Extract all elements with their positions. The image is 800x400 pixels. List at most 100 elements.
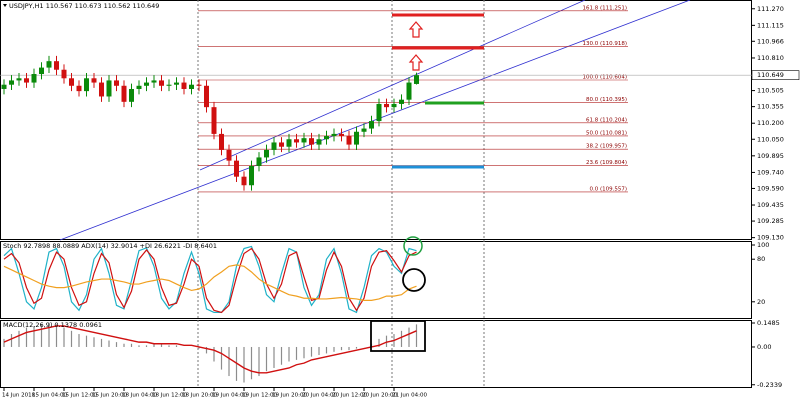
candle-body [196,84,202,86]
fib-label: 80.0 (110.395) [586,97,627,103]
candle-body [354,131,359,145]
candle-body [204,85,209,108]
candle-body [61,69,67,79]
y-tick-label: 0.1485 [757,319,780,327]
x-tick-label: 19 Jun 04:00 [212,393,247,399]
candle-body [399,99,404,104]
x-tick-label: 18 Jun 20:00 [182,393,217,399]
y-tick-label: 109.285 [757,217,784,225]
y-tick-label: 109.740 [757,168,784,176]
candle-body [106,80,112,97]
candle-body [324,136,329,140]
candle-body [406,82,412,100]
candle-body [331,133,337,137]
macd-panel [0,320,752,388]
x-tick-label: 20 Jun 12:00 [332,393,367,399]
candle-body [76,85,82,92]
candle-body [391,103,397,108]
candle-body [144,82,149,86]
candle-body [309,138,314,145]
x-tick-label: 19 Jun 20:00 [272,393,307,399]
candle-body [226,149,232,161]
highlight-box [370,320,426,352]
candle-body [9,80,14,85]
fib-label: 100.0 (110.604) [582,75,627,81]
y-tick-label: 111.115 [757,21,784,29]
candle-body [361,128,367,132]
x-tick-label: 19 Jun 12:00 [242,393,277,399]
y-tick-label: 0.00 [757,343,771,351]
candle-body [264,149,269,158]
candle-body [166,84,172,86]
candle-body [234,160,239,177]
price-box [751,70,800,80]
fib-label: 0.0 (109.557) [589,186,627,192]
candle-body [136,85,142,89]
y-tick-label: 109.590 [757,184,784,192]
candle-body [24,78,29,83]
menu-icon [3,4,7,7]
signal-line [3,325,417,374]
y-tick-label: 109.130 [757,234,784,242]
candle-body [294,139,299,143]
candle-body [271,142,277,150]
indicator-title: Stoch 92.7898 88.0889 ADX(14) 32.9014 +D… [3,242,217,250]
candle-body [286,139,292,147]
indicator-title: MACD(12,26,9) 0.1378 0.0961 [3,321,102,329]
candle-body [181,82,187,89]
channel-line [199,0,586,171]
candle-body [46,61,52,68]
candle-body [339,133,344,137]
candle-body [174,82,179,85]
candle-body [129,88,134,102]
candle-body [99,82,104,97]
candle-body [301,138,307,143]
highlight-circle [402,268,426,292]
candle-body [31,74,37,83]
candle-body [369,121,374,129]
channel-line [59,0,691,241]
x-tick-label: 20 Jun 20:00 [362,393,397,399]
candle-body [279,142,284,147]
price-label: 110.649 [757,71,784,79]
candle-body [121,85,127,102]
candle-body [151,80,157,83]
separators [197,0,485,388]
highlight-circle [403,236,423,256]
candle-body [39,67,44,75]
chart-title: USDJPY,H1 110.567 110.673 110.562 110.64… [9,2,159,10]
candle-body [219,133,224,150]
candle-body [316,139,322,145]
candle-body [376,103,382,122]
y-tick-label: 110.505 [757,87,784,95]
y-tick-label: 110.355 [757,103,784,111]
y-tick-label: 109.895 [757,152,784,160]
candle-body [384,103,389,108]
fib-label: 130.0 (110.918) [582,41,627,47]
candle-body [249,165,254,186]
fib-label: 161.8 (111.251) [582,5,627,11]
candle-body [69,78,74,86]
candle-body [84,78,89,92]
y-tick-label: 20 [757,298,765,306]
fib-label: 50.0 (110.081) [586,130,627,136]
up-arrow [408,54,424,71]
x-tick-label: 18 Jun 04:00 [122,393,157,399]
candle-body [414,75,419,84]
x-tick-label: 15 Jun 20:00 [92,393,127,399]
y-tick-label: 80 [757,255,765,263]
indicator-line [3,264,417,301]
candle-body [54,61,59,70]
y-tick-label: 100 [757,241,769,249]
candle-body [159,80,164,86]
indicator-line [3,247,417,314]
y-tick-label: 110.050 [757,135,784,143]
candle-body [256,157,262,166]
main-panel [0,0,752,240]
stoch-panel [0,241,752,319]
candle-body [16,78,22,81]
fib-label: 23.6 (109.804) [586,160,627,166]
x-tick-label: 15 Jun 04:00 [32,393,67,399]
